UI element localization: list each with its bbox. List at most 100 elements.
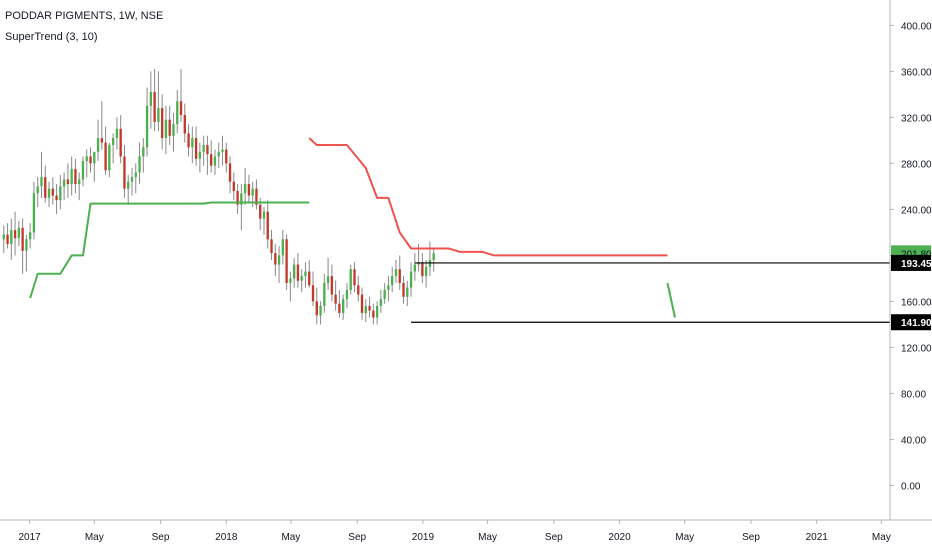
candle-body bbox=[70, 169, 73, 185]
candle-body bbox=[285, 239, 288, 284]
candle-body bbox=[10, 230, 13, 244]
candle-body bbox=[149, 92, 153, 106]
candle-body bbox=[289, 278, 292, 284]
supertrend-down-line bbox=[308, 137, 668, 257]
candle-body bbox=[255, 188, 258, 205]
candle-body bbox=[402, 283, 405, 297]
candle-body bbox=[78, 179, 81, 185]
candle-body bbox=[123, 156, 126, 189]
candle-body bbox=[394, 269, 398, 277]
candle-body bbox=[47, 188, 51, 198]
candle-body bbox=[409, 271, 413, 288]
price-badge-label: 193.45 bbox=[901, 259, 932, 270]
candle-body bbox=[36, 186, 39, 194]
candle-body bbox=[236, 190, 239, 205]
candle-body bbox=[266, 211, 269, 240]
candle-body bbox=[323, 283, 326, 307]
candle-body bbox=[342, 299, 345, 313]
y-tick-label: 240.00 bbox=[901, 205, 932, 216]
candle-body bbox=[202, 144, 205, 152]
price-badge-label: 141.90 bbox=[901, 318, 932, 329]
candle-body bbox=[115, 128, 119, 139]
candle-body bbox=[319, 306, 322, 316]
y-tick-label: 40.00 bbox=[901, 435, 926, 446]
candle-body bbox=[277, 255, 281, 265]
candle-body bbox=[74, 169, 77, 185]
candle-body bbox=[353, 269, 356, 286]
candle-body bbox=[375, 306, 379, 318]
candle-body bbox=[259, 204, 262, 219]
candle-body bbox=[432, 253, 435, 260]
x-tick-label: Sep bbox=[545, 532, 563, 543]
candle-body bbox=[225, 149, 228, 164]
x-tick-label: May bbox=[85, 532, 104, 543]
y-tick-label: 400.00 bbox=[901, 21, 932, 32]
candle-body bbox=[21, 227, 24, 251]
candle-body bbox=[213, 156, 217, 166]
y-tick-label: 0.00 bbox=[901, 481, 921, 492]
candle-body bbox=[130, 177, 134, 182]
indicator-label: SuperTrend (3, 10) bbox=[5, 31, 98, 43]
candle-body bbox=[221, 149, 224, 152]
candle-body bbox=[387, 285, 390, 290]
candle-body bbox=[104, 142, 107, 171]
candle-body bbox=[300, 276, 303, 281]
candle-body bbox=[345, 289, 349, 300]
candles-layer bbox=[2, 69, 435, 325]
candle-body bbox=[372, 310, 375, 318]
candle-body bbox=[81, 161, 85, 180]
x-tick-label: May bbox=[872, 532, 891, 543]
candle-body bbox=[274, 253, 277, 265]
candle-body bbox=[6, 234, 9, 244]
candle-body bbox=[228, 163, 232, 182]
candle-body bbox=[194, 138, 198, 159]
x-tick-label: Sep bbox=[742, 532, 760, 543]
candle-body bbox=[108, 144, 111, 171]
candle-body bbox=[349, 269, 352, 290]
candle-body bbox=[379, 299, 383, 307]
x-tick-label: 2018 bbox=[215, 532, 238, 543]
candle-body bbox=[96, 138, 100, 152]
candle-body bbox=[368, 306, 371, 311]
x-tick-label: 2017 bbox=[19, 532, 42, 543]
candle-body bbox=[62, 179, 66, 187]
price-badge-label: 201.80 bbox=[901, 249, 932, 260]
candle-body bbox=[198, 151, 202, 159]
candle-body bbox=[66, 179, 70, 185]
candle-body bbox=[40, 177, 43, 187]
candle-body bbox=[357, 285, 360, 295]
candle-body bbox=[29, 232, 32, 240]
candle-body bbox=[111, 138, 115, 145]
x-tick-label: 2020 bbox=[608, 532, 631, 543]
candle-body bbox=[25, 239, 28, 251]
y-tick-label: 80.00 bbox=[901, 389, 926, 400]
candle-body bbox=[424, 266, 428, 277]
candle-body bbox=[89, 156, 92, 164]
supertrend-up-line bbox=[29, 201, 310, 299]
candle-body bbox=[145, 105, 149, 148]
candle-body bbox=[142, 147, 145, 157]
candle-body bbox=[179, 101, 183, 116]
y-tick-label: 160.00 bbox=[901, 297, 932, 308]
candle-body bbox=[138, 156, 141, 173]
supertrend-up-line bbox=[666, 282, 676, 318]
candle-body bbox=[334, 294, 337, 304]
candle-body bbox=[383, 289, 386, 300]
candle-body bbox=[413, 264, 416, 272]
y-tick-label: 320.00 bbox=[901, 113, 932, 124]
candle-body bbox=[262, 211, 266, 219]
candle-body bbox=[2, 234, 5, 240]
candle-body bbox=[364, 306, 367, 313]
candle-body bbox=[421, 262, 424, 277]
candle-body bbox=[308, 271, 311, 286]
price-badge bbox=[891, 254, 931, 271]
candle-body bbox=[13, 230, 17, 239]
candle-body bbox=[32, 193, 36, 233]
supertrend-layer bbox=[29, 137, 676, 318]
candle-body bbox=[85, 156, 88, 162]
candle-body bbox=[296, 264, 300, 281]
candle-body bbox=[176, 101, 179, 125]
price-badge bbox=[891, 314, 931, 331]
